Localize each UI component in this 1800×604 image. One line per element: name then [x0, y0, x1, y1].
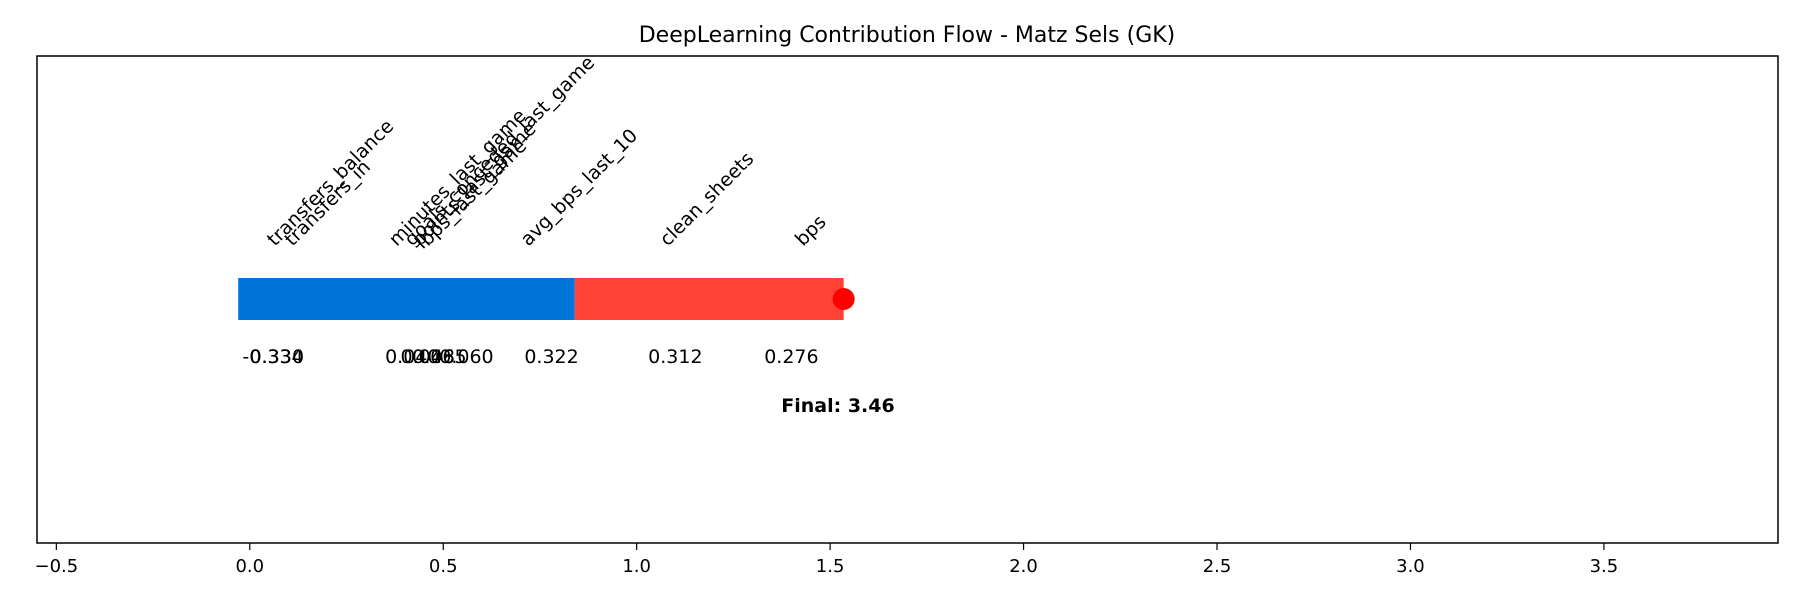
- final-value-label: Final: 3.46: [781, 395, 894, 417]
- x-tick-label: 1.5: [816, 556, 845, 577]
- value-label-avg_bps_last_10: 0.322: [524, 346, 578, 368]
- bar-segment-0: [238, 278, 575, 320]
- x-tick-label: 3.0: [1396, 556, 1425, 577]
- final-marker-layer: [832, 288, 855, 310]
- chart-title: DeepLearning Contribution Flow - Matz Se…: [639, 23, 1176, 48]
- value-label-goals_conceded_last_game: 0.048: [401, 346, 455, 368]
- final-marker: [832, 288, 855, 310]
- x-tick-label: 3.5: [1590, 556, 1619, 577]
- x-tick-label: 2.0: [1009, 556, 1038, 577]
- feature-label-transfers_balance: transfers_balance: [263, 115, 398, 250]
- feature-label-avg_bps_last_10: avg_bps_last_10: [516, 125, 642, 251]
- x-tick-label: −0.5: [34, 556, 78, 577]
- bar-segment-1: [574, 278, 844, 320]
- value-label-transfers_balance: -0.334: [242, 346, 303, 368]
- feature-label-clean_sheets: clean_sheets: [656, 148, 759, 251]
- value-label-minutes_last_game: 0.040: [385, 346, 439, 368]
- feature-label-bps: bps: [791, 211, 831, 251]
- value-label-clean_sheets: 0.312: [648, 346, 702, 368]
- x-tick-label: 2.5: [1203, 556, 1232, 577]
- value-label-bps: 0.276: [764, 346, 818, 368]
- value-label-points_last_game: 0.065: [412, 346, 466, 368]
- plot-area-frame: [36, 55, 1779, 544]
- x-tick-label: 1.0: [622, 556, 651, 577]
- value-label-transfers_in: 0.330: [250, 346, 304, 368]
- x-tick-label: 0.5: [429, 556, 458, 577]
- x-axis: −0.5 0.0 0.5 1.0 1.5 2.0 2.5 3.0 3.5: [34, 543, 1618, 577]
- bar-segments: [238, 278, 844, 320]
- value-label-bps_last_game: 0.060: [439, 346, 493, 368]
- x-tick-label: 0.0: [235, 556, 264, 577]
